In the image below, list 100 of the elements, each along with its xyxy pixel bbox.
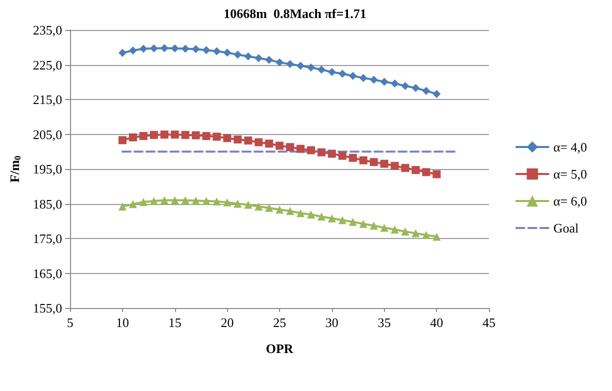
point: [401, 228, 410, 236]
point: [296, 144, 305, 153]
point: [192, 196, 200, 205]
point: [128, 46, 137, 54]
point: [306, 64, 315, 72]
x-tick-label: 30: [325, 315, 338, 330]
point: [170, 44, 179, 52]
point: [244, 200, 252, 209]
point: [390, 225, 399, 234]
y-tick-label: 165,0: [32, 266, 62, 281]
point: [380, 160, 388, 168]
legend-label: α= 5,0: [553, 166, 588, 182]
point: [265, 140, 274, 148]
point: [265, 204, 274, 212]
point: [306, 210, 315, 219]
point: [244, 52, 252, 60]
x-tick-label: 45: [482, 315, 496, 330]
point: [150, 196, 158, 205]
point: [254, 138, 263, 146]
point: [212, 197, 221, 206]
point: [422, 231, 430, 240]
point: [181, 130, 190, 139]
point: [296, 62, 305, 70]
point: [306, 146, 315, 154]
y-tick-label: 155,0: [32, 300, 62, 316]
point: [181, 196, 190, 204]
point: [348, 154, 357, 162]
point: [202, 196, 210, 205]
point: [412, 166, 420, 174]
point: [276, 142, 284, 150]
point: [160, 196, 168, 204]
x-tick-label: 20: [220, 315, 234, 330]
point: [212, 47, 221, 56]
point: [370, 76, 378, 84]
point: [328, 214, 336, 222]
point: [170, 130, 179, 139]
point: [160, 130, 168, 139]
point: [370, 158, 378, 166]
point: [139, 198, 148, 206]
legend-label: α= 4,0: [553, 140, 588, 154]
point: [150, 44, 158, 52]
y-axis-title: F/m0: [7, 155, 22, 182]
y-tick-label: 225,0: [32, 57, 62, 72]
point: [223, 198, 232, 206]
point: [317, 66, 326, 74]
point: [432, 232, 441, 241]
point: [412, 229, 420, 238]
point: [244, 136, 252, 145]
chart-title: 10668m 0.8Mach πf=1.71: [224, 6, 366, 21]
point: [286, 60, 294, 68]
point: [296, 209, 305, 218]
point: [150, 130, 158, 139]
x-tick-label: 10: [116, 315, 130, 330]
point: [338, 152, 346, 160]
point: [192, 131, 200, 140]
point: [359, 156, 368, 164]
y-tick-label: 175,0: [32, 231, 62, 246]
point: [390, 162, 399, 170]
point: [422, 168, 430, 176]
x-tick-label: 40: [430, 315, 444, 330]
point: [234, 50, 242, 59]
point: [380, 78, 388, 86]
point: [317, 148, 326, 156]
point: [234, 135, 242, 144]
point: [276, 206, 284, 214]
y-tick-label: 215,0: [32, 92, 62, 107]
point: [422, 86, 430, 95]
point: [328, 150, 336, 158]
x-tick-label: 5: [66, 315, 74, 330]
y-tick-label: 195,0: [32, 162, 62, 176]
point: [359, 74, 368, 82]
point: [202, 132, 210, 140]
point: [128, 133, 137, 142]
point: [118, 48, 127, 57]
legend-label: α= 6,0: [553, 194, 588, 208]
point: [254, 202, 263, 211]
y-tick-label: 235,0: [32, 22, 62, 38]
point: [181, 44, 190, 53]
point: [370, 222, 378, 230]
point: [139, 44, 148, 53]
point: [118, 136, 127, 144]
point: [328, 68, 336, 76]
point: [401, 164, 410, 172]
x-axis-title: OPR: [266, 341, 294, 356]
point: [265, 56, 274, 64]
point: [223, 134, 232, 142]
point: [223, 48, 232, 57]
point: [432, 170, 441, 178]
point: [359, 220, 368, 228]
point: [317, 212, 326, 221]
point: [348, 218, 357, 226]
point: [380, 224, 388, 232]
point: [170, 196, 179, 204]
x-tick-label: 35: [378, 315, 391, 330]
point: [276, 58, 284, 66]
legend-label: Goal: [553, 220, 580, 236]
point: [254, 54, 263, 62]
point: [139, 132, 148, 140]
point: [118, 202, 127, 211]
point: [202, 46, 210, 54]
